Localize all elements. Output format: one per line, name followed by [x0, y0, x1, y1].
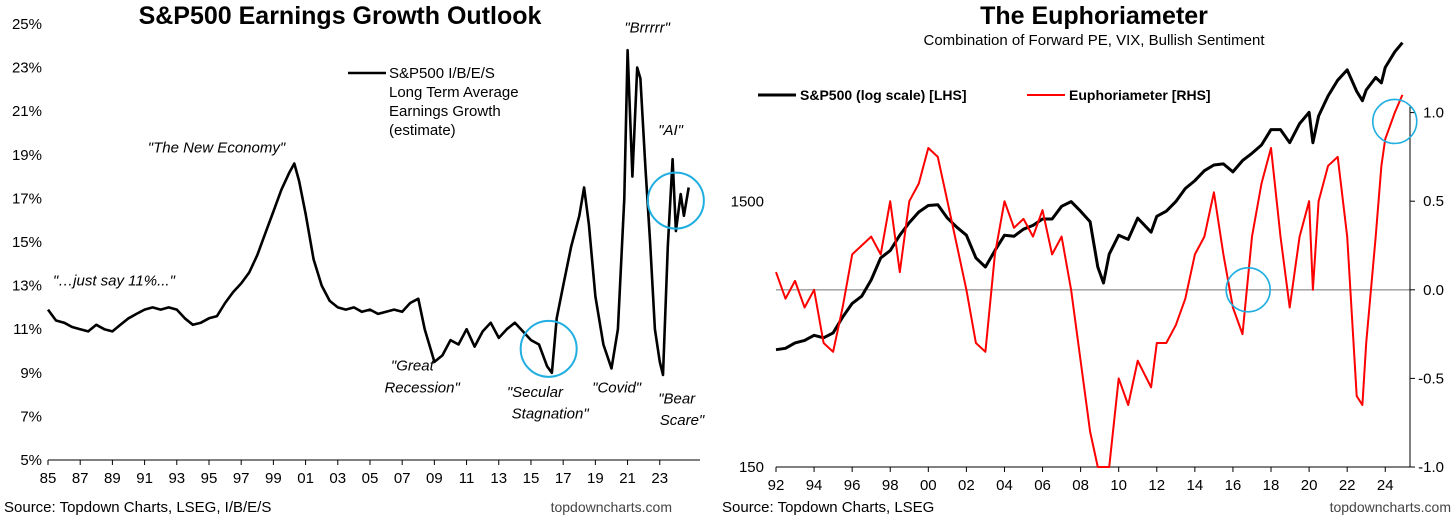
- x-tick-label: 01: [297, 470, 314, 487]
- x-tick-label: 17: [555, 470, 572, 487]
- y-tick-label: 19%: [12, 147, 42, 164]
- x-tick-label: 06: [1034, 477, 1051, 494]
- x-tick-label: 98: [882, 477, 899, 494]
- y-tick-label: 7%: [20, 408, 42, 425]
- y-right-tick-label: 1.0: [1423, 105, 1444, 122]
- legend-label-sp500: S&P500 (log scale) [LHS]: [800, 87, 967, 103]
- x-tick-label: 05: [362, 470, 379, 487]
- x-tick-label: 14: [1187, 477, 1204, 494]
- y-tick-label: 21%: [12, 103, 42, 120]
- x-tick-label: 03: [329, 470, 346, 487]
- annotation-label: Scare": [660, 412, 705, 429]
- y-tick-label: 5%: [20, 452, 42, 469]
- y-left-tick-label: 150: [739, 459, 764, 476]
- highlight-circle: [646, 171, 705, 230]
- x-tick-label: 12: [1148, 477, 1165, 494]
- legend-label-line-1: S&P500 I/B/E/S: [389, 65, 495, 82]
- source-note: Source: Topdown Charts, LSEG: [722, 499, 934, 516]
- y-right-tick-label: -0.5: [1418, 370, 1444, 387]
- x-tick-label: 18: [1263, 477, 1280, 494]
- source-note: Source: Topdown Charts, LSEG, I/B/E/S: [4, 499, 271, 516]
- x-tick-label: 13: [490, 470, 507, 487]
- x-tick-label: 23: [651, 470, 668, 487]
- x-tick-label: 87: [72, 470, 89, 487]
- highlight-circles: [519, 171, 705, 378]
- annotation-label: "…just say 11%...": [53, 273, 176, 290]
- annotation-label: "The New Economy": [148, 140, 286, 157]
- x-tick-label: 10: [1110, 477, 1127, 494]
- legend: S&P500 (log scale) [LHS] Euphoriameter […: [758, 87, 1211, 103]
- x-tick-label: 85: [40, 470, 57, 487]
- y-right-tick-label: 0.0: [1423, 282, 1444, 299]
- y-tick-label: 17%: [12, 190, 42, 207]
- chart-subtitle: Combination of Forward PE, VIX, Bullish …: [924, 32, 1266, 49]
- legend-label-line-2: Long Term Average: [389, 84, 519, 101]
- x-tick-label: 92: [768, 477, 785, 494]
- annotation-label: "Bear: [658, 390, 696, 407]
- x-tick-label: 94: [806, 477, 823, 494]
- legend-label-line-4: (estimate): [389, 122, 456, 139]
- x-tick-label: 97: [233, 470, 250, 487]
- x-axis-ticks: 85 87 89 91 93 95 97 99 01 03 05 07 09 11 13 15 17 19 21 23: [40, 460, 668, 487]
- y-axis-left-ticks: 5% 7% 9% 11% 13% 15% 17% 19% 21% 23% 25%: [12, 16, 42, 469]
- brand-watermark: topdowncharts.com: [551, 499, 672, 515]
- y-tick-label: 23%: [12, 60, 42, 77]
- y-axis-right-ticks: -1.0 -0.5 0.0 0.5 1.0: [1410, 105, 1444, 476]
- x-tick-label: 24: [1377, 477, 1394, 494]
- x-tick-label: 04: [996, 477, 1013, 494]
- annotation-label: "Secular: [507, 384, 564, 401]
- x-tick-label: 95: [201, 470, 218, 487]
- x-tick-label: 11: [459, 470, 475, 487]
- annotation-label: "Great: [391, 358, 435, 375]
- x-tick-label: 02: [958, 477, 975, 494]
- y-axis-left-ticks: 150 1500: [731, 194, 764, 476]
- x-tick-label: 20: [1301, 477, 1318, 494]
- x-tick-label: 93: [168, 470, 185, 487]
- x-tick-label: 19: [587, 470, 604, 487]
- y-left-tick-label: 1500: [731, 194, 764, 211]
- x-tick-label: 89: [104, 470, 121, 487]
- annotations: "…just say 11%..." "The New Economy" "Grea…: [53, 20, 705, 429]
- y-tick-label: 25%: [12, 16, 42, 33]
- annotation-label: Stagnation": [512, 406, 590, 423]
- earnings-growth-series-line: [46, 48, 690, 377]
- y-tick-label: 13%: [12, 278, 42, 295]
- y-tick-label: 11%: [13, 321, 42, 338]
- chart-title: The Euphoriameter: [980, 2, 1208, 30]
- x-tick-label: 99: [265, 470, 282, 487]
- annotation-label: "Covid": [592, 379, 642, 396]
- euphoriameter-series-line: [775, 94, 1404, 468]
- y-tick-label: 9%: [20, 365, 42, 382]
- annotation-label: Recession": [384, 379, 460, 396]
- brand-watermark: topdowncharts.com: [1330, 499, 1451, 515]
- x-tick-label: 09: [426, 470, 443, 487]
- chart-title: S&P500 Earnings Growth Outlook: [139, 2, 542, 30]
- highlight-circle: [519, 319, 578, 378]
- sp500-series-line: [775, 41, 1404, 352]
- x-tick-label: 22: [1339, 477, 1356, 494]
- x-axis-ticks: 92 94 96 98 00 02 04 06 08 10 12 14 16 18 20 22 24: [768, 467, 1394, 494]
- annotation-label: "AI": [658, 122, 683, 139]
- highlight-circle: [1371, 98, 1418, 145]
- x-tick-label: 21: [619, 470, 636, 487]
- x-tick-label: 07: [394, 470, 411, 487]
- x-tick-label: 00: [920, 477, 937, 494]
- highlight-circles: [1225, 98, 1418, 313]
- earnings-growth-chart: S&P500 Earnings Growth Outlook 5% 7% 9% 11%…: [4, 2, 705, 516]
- legend-label-euphoriameter: Euphoriameter [RHS]: [1069, 87, 1211, 103]
- y-tick-label: 15%: [12, 234, 42, 251]
- x-tick-label: 96: [844, 477, 861, 494]
- highlight-circle: [1225, 266, 1271, 313]
- x-tick-label: 91: [136, 470, 153, 487]
- y-right-tick-label: -1.0: [1418, 459, 1444, 476]
- y-right-tick-label: 0.5: [1423, 193, 1444, 210]
- euphoriameter-chart: The Euphoriameter Combination of Forward…: [722, 2, 1451, 516]
- x-tick-label: 08: [1072, 477, 1089, 494]
- legend-label-line-3: Earnings Growth: [389, 103, 501, 120]
- legend: S&P500 I/B/E/S Long Term Average Earning…: [348, 65, 519, 139]
- annotation-label: "Brrrrr": [624, 20, 670, 37]
- x-tick-label: 16: [1225, 477, 1242, 494]
- x-tick-label: 15: [523, 470, 540, 487]
